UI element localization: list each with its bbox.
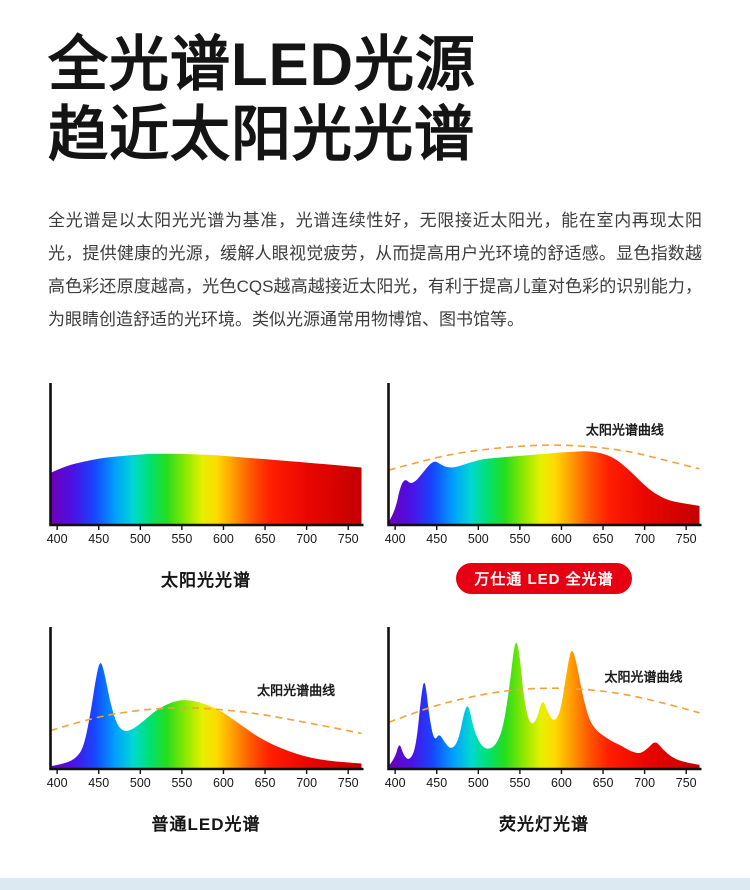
sunlight-spectrum-chart: 400 450 500 550 600 650 700 750	[47, 383, 364, 546]
page-header: 全光谱LED光源 趋近太阳光光谱 全光谱是以太阳光光谱为基准，光谱连续性好，无限…	[0, 0, 750, 336]
axis-tick-label: 600	[551, 776, 572, 790]
axis-tick-label: 750	[676, 776, 697, 790]
caption-row-sunlight: 太阳光光谱	[161, 564, 251, 592]
axis-tick-label: 550	[509, 532, 530, 546]
axis-tick-label: 700	[634, 776, 655, 790]
axis-tick-label: 750	[676, 532, 697, 546]
chart-axes	[49, 383, 364, 527]
caption-row-fluorescent: 荧光灯光谱	[499, 808, 589, 836]
sun-spectrum-dashed-curve	[388, 444, 700, 471]
axis-tick-label: 500	[468, 776, 489, 790]
axis-tick-label: 500	[130, 532, 151, 546]
axis-tick-label: 650	[255, 532, 276, 546]
charts-grid: 400 450 500 550 600 650 700 750 太阳光光谱 太阳光谱曲线 400…	[47, 382, 702, 836]
axis-tick-label: 650	[593, 532, 614, 546]
axis-tick-label: 650	[255, 776, 276, 790]
axis-tick-label: 650	[593, 776, 614, 790]
axis-tick-label: 750	[338, 776, 359, 790]
axis-tick-label: 600	[213, 776, 234, 790]
footer-strip	[0, 878, 750, 890]
axis-tick-label: 600	[551, 532, 572, 546]
axis-tick-label: 400	[385, 532, 406, 546]
axis-tick-label: 500	[130, 776, 151, 790]
axis-tick-label: 550	[171, 532, 192, 546]
axis-tick-label: 700	[296, 776, 317, 790]
page-title: 全光谱LED光源 趋近太阳光光谱	[48, 30, 702, 170]
fluorescent-spectrum-area	[388, 642, 700, 769]
title-line-2: 趋近太阳光光谱	[48, 101, 475, 168]
caption-row-ordinary-led: 普通LED光谱	[152, 808, 261, 836]
sun-spectrum-dashed-curve	[50, 706, 362, 735]
chart-caption-fluorescent: 荧光灯光谱	[499, 814, 589, 834]
ordinary-led-spectrum-chart: 太阳光谱曲线 400 450 500 550 600 650 700 750	[47, 627, 364, 790]
chart-axes	[49, 627, 364, 771]
axis-tick-label: 450	[426, 776, 447, 790]
description-text: 全光谱是以太阳光光谱为基准，光谱连续性好，无限接近太阳光，能在室内再现太阳光，提…	[48, 211, 702, 329]
axis-tick-label: 400	[385, 776, 406, 790]
wst-led-full-spectrum-area	[388, 451, 700, 525]
chart-axes	[387, 383, 702, 527]
sun-spectrum-dashed-curve	[388, 687, 700, 724]
led-full-spectrum-chart: 太阳光谱曲线 400 450 500 550 600 650 700 750	[385, 383, 702, 546]
caption-row-led-full: 万仕通 LED 全光谱	[456, 562, 632, 594]
axis-tick-label: 400	[47, 776, 68, 790]
chart-axes	[387, 627, 702, 771]
sunlight-spectrum-area	[50, 453, 362, 525]
axis-tick-label: 400	[47, 532, 68, 546]
axis-tick-label: 500	[468, 532, 489, 546]
axis-tick-label: 450	[88, 532, 109, 546]
axis-tick-label: 700	[634, 532, 655, 546]
sun-curve-label: 太阳光谱曲线	[256, 683, 335, 698]
sun-curve-label: 太阳光谱曲线	[585, 423, 664, 438]
chart-caption-led-full-badge: 万仕通 LED 全光谱	[456, 562, 632, 594]
axis-tick-label: 600	[213, 532, 234, 546]
title-line-1: 全光谱LED光源	[48, 31, 476, 98]
axis-tick-label: 450	[426, 532, 447, 546]
chart-caption-sunlight: 太阳光光谱	[161, 570, 251, 590]
axis-tick-label: 550	[171, 776, 192, 790]
chart-caption-ordinary-led: 普通LED光谱	[151, 814, 261, 834]
chart-card-sunlight: 400 450 500 550 600 650 700 750 太阳光光谱	[47, 382, 364, 592]
chart-card-ordinary-led: 太阳光谱曲线 400 450 500 550 600 650 700 750 普通LED光谱	[47, 626, 364, 836]
axis-tick-label: 450	[88, 776, 109, 790]
chart-card-led-full: 太阳光谱曲线 400 450 500 550 600 650 700 750 万仕通 LED 全…	[385, 382, 702, 594]
axis-tick-label: 750	[338, 532, 359, 546]
sun-curve-label: 太阳光谱曲线	[604, 669, 683, 684]
axis-tick-label: 700	[296, 532, 317, 546]
fluorescent-spectrum-chart: 太阳光谱曲线 400 450 500 550 600 650 700 750	[385, 627, 702, 790]
ordinary-led-spectrum-area	[50, 663, 362, 769]
axis-tick-label: 550	[509, 776, 530, 790]
chart-card-fluorescent: 太阳光谱曲线 400 450 500 550 600 650 700 750 荧光灯光谱	[385, 626, 702, 836]
